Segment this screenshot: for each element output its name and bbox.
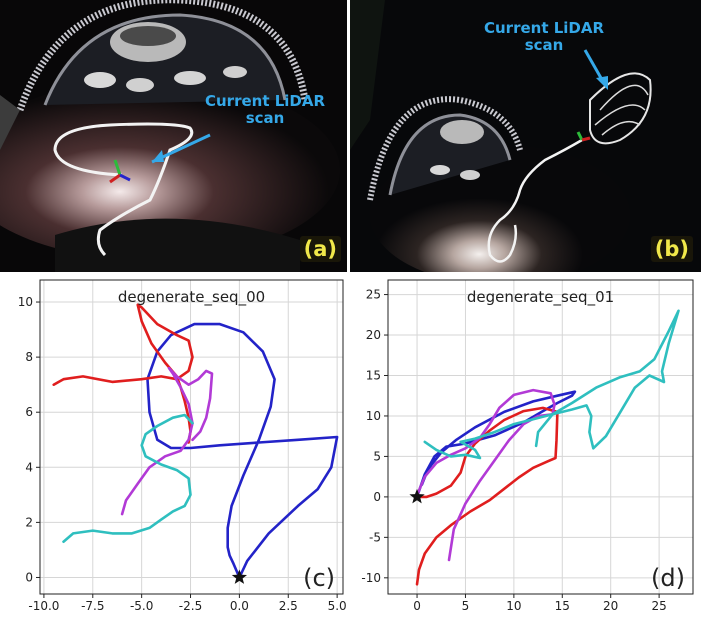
y-tick-label: 6 (25, 405, 33, 419)
x-tick-label: 0 (413, 599, 421, 613)
x-tick-label: 2.5 (279, 599, 298, 613)
y-tick-label: 0 (373, 490, 381, 504)
current-lidar-scan-label-b: Current LiDAR scan (484, 20, 604, 54)
y-tick-label: -10 (361, 571, 381, 585)
chart-title: degenerate_seq_00 (118, 288, 265, 307)
x-tick-label: 25 (651, 599, 666, 613)
series-group (415, 309, 680, 586)
x-tick-label: 20 (603, 599, 618, 613)
series-line-0 (415, 390, 577, 499)
y-tick-label: 10 (366, 409, 381, 423)
y-tick-label: 25 (366, 288, 381, 302)
x-tick-label: -5.0 (130, 599, 153, 613)
panel-label: (c) (303, 564, 335, 592)
y-tick-label: 0 (25, 570, 33, 584)
lidar-map-panel-a: (a) (0, 0, 347, 272)
x-tick-label: 5 (462, 599, 470, 613)
scan-label-b-line2: scan (524, 36, 564, 54)
panel-label: (d) (651, 564, 685, 592)
trajectory-charts: -10.0 -7.5 -5.0 -2.5 0.0 2.5 5.0 0 2 4 6 8 10 degener… (0, 272, 701, 619)
chart-title: degenerate_seq_01 (467, 288, 614, 307)
series-group (52, 303, 339, 579)
lidar-map-render-b (350, 0, 701, 272)
panel-label-b: (b) (650, 236, 693, 262)
x-tick-label: 5.0 (328, 599, 347, 613)
x-tick-label: -10.0 (28, 599, 59, 613)
series-line-1 (415, 406, 559, 586)
lidar-map-render-a (0, 0, 347, 272)
y-tick-label: 15 (366, 368, 381, 382)
y-tick-label: 2 (25, 515, 33, 529)
trajectory-chart-seq-00: -10.0 -7.5 -5.0 -2.5 0.0 2.5 5.0 0 2 4 6 8 10 degener… (18, 279, 347, 613)
y-tick-label: 10 (18, 295, 33, 309)
y-tick-label: 20 (366, 328, 381, 342)
series-line-2 (415, 388, 556, 562)
x-tick-label: -7.5 (81, 599, 104, 613)
current-lidar-scan-label-a: Current LiDAR scan (205, 93, 325, 127)
x-tick-label: 10 (506, 599, 521, 613)
trajectory-chart-seq-01: 0 5 10 15 20 25 -10 -5 0 5 10 15 20 25 degenerate_seq_… (361, 279, 694, 613)
axes-frame (387, 279, 694, 595)
lidar-map-panel-b: (b) (350, 0, 701, 272)
series-line-3 (62, 413, 194, 543)
x-tick-label: -2.5 (179, 599, 202, 613)
scan-label-a-line2: scan (245, 109, 285, 127)
series-line-2 (120, 366, 214, 516)
start-marker-star (231, 569, 247, 584)
scan-label-a-line1: Current LiDAR (205, 92, 326, 110)
plot-area (40, 280, 343, 594)
y-tick-label: -5 (369, 530, 381, 544)
panel-label-a: (a) (299, 236, 341, 262)
y-tick-label: 8 (25, 350, 33, 364)
x-tick-label: 15 (555, 599, 570, 613)
start-marker-star (409, 488, 425, 504)
series-line-0 (146, 322, 339, 579)
plot-area (388, 280, 693, 594)
axes-frame (39, 279, 344, 595)
y-tick-label: 4 (25, 460, 33, 474)
series-line-3 (423, 309, 680, 460)
y-tick-label: 5 (373, 449, 381, 463)
scan-label-b-line1: Current LiDAR (484, 19, 605, 37)
x-tick-label: 0.0 (230, 599, 249, 613)
